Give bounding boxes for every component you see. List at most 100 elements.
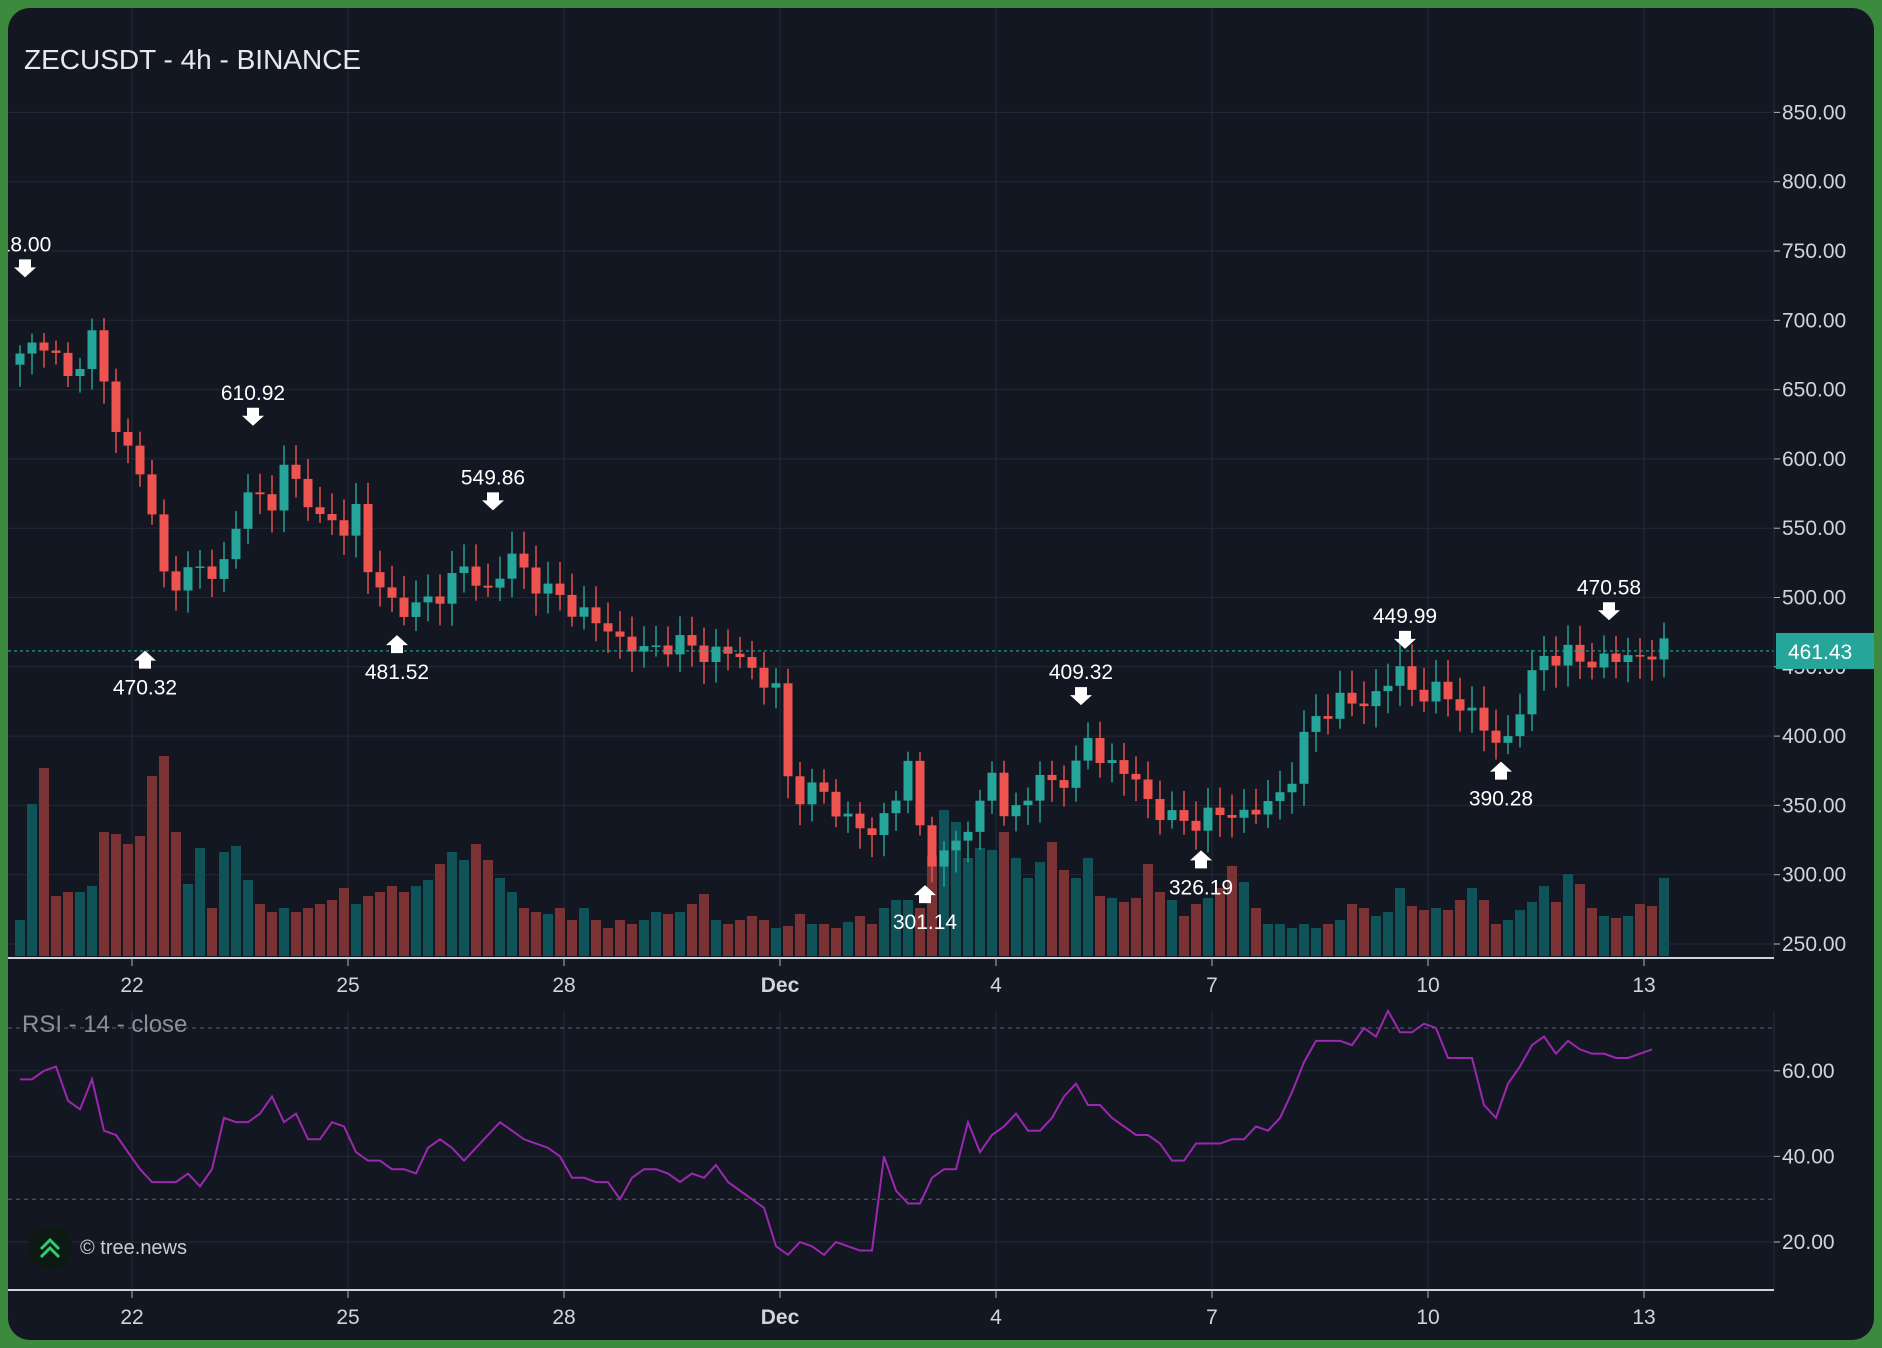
candle-body[interactable] xyxy=(651,645,661,648)
candle-body[interactable] xyxy=(1323,716,1333,719)
candle-body[interactable] xyxy=(1623,655,1633,662)
candle-body[interactable] xyxy=(315,507,325,515)
candle-body[interactable] xyxy=(1011,805,1021,817)
candle-body[interactable] xyxy=(1647,656,1657,660)
candle-body[interactable] xyxy=(1059,780,1069,788)
candle-body[interactable] xyxy=(1503,736,1513,743)
candle-body[interactable] xyxy=(15,353,25,365)
candle-body[interactable] xyxy=(783,683,793,777)
candle-body[interactable] xyxy=(963,831,973,841)
candle-body[interactable] xyxy=(759,667,769,688)
candle-body[interactable] xyxy=(615,631,625,637)
candle-body[interactable] xyxy=(1047,774,1057,781)
candle-body[interactable] xyxy=(1491,730,1501,743)
candle-body[interactable] xyxy=(507,553,517,579)
candle-body[interactable] xyxy=(327,514,337,521)
candle-body[interactable] xyxy=(795,776,805,805)
candle-body[interactable] xyxy=(147,474,157,515)
candle-body[interactable] xyxy=(1347,692,1357,704)
candle-body[interactable] xyxy=(267,494,277,511)
candle-body[interactable] xyxy=(1395,666,1405,686)
candle-body[interactable] xyxy=(663,645,673,655)
candle-body[interactable] xyxy=(1419,689,1429,702)
candle-body[interactable] xyxy=(1611,653,1621,662)
candle-body[interactable] xyxy=(771,683,781,688)
candle-body[interactable] xyxy=(1659,638,1669,660)
candle-body[interactable] xyxy=(375,572,385,588)
candle-body[interactable] xyxy=(183,567,193,591)
candle-body[interactable] xyxy=(939,850,949,867)
candle-body[interactable] xyxy=(831,791,841,817)
candle-body[interactable] xyxy=(531,567,541,594)
candle-body[interactable] xyxy=(1563,644,1573,666)
candle-body[interactable] xyxy=(207,566,217,579)
candle-body[interactable] xyxy=(495,578,505,588)
candle-body[interactable] xyxy=(1479,707,1489,731)
candle-body[interactable] xyxy=(1287,783,1297,793)
candle-body[interactable] xyxy=(363,504,373,573)
candle-body[interactable] xyxy=(543,583,553,594)
candle-body[interactable] xyxy=(171,571,181,591)
candle-body[interactable] xyxy=(1239,809,1249,818)
candle-body[interactable] xyxy=(519,553,529,568)
candle-body[interactable] xyxy=(1275,792,1285,802)
candle-body[interactable] xyxy=(279,464,289,511)
candle-body[interactable] xyxy=(591,607,601,624)
candle-body[interactable] xyxy=(1407,666,1417,690)
candle-body[interactable] xyxy=(87,330,97,370)
candle-body[interactable] xyxy=(483,585,493,588)
candle-body[interactable] xyxy=(987,772,997,801)
candle-body[interactable] xyxy=(1527,670,1537,715)
candle-body[interactable] xyxy=(1071,760,1081,788)
candle-body[interactable] xyxy=(879,813,889,836)
candle-body[interactable] xyxy=(423,596,433,603)
chart-canvas[interactable]: 250.00300.00350.00400.00450.00500.00550.… xyxy=(8,8,1874,1340)
candle-body[interactable] xyxy=(1299,731,1309,784)
candle-body[interactable] xyxy=(867,828,877,836)
candle-body[interactable] xyxy=(39,342,49,351)
candle-body[interactable] xyxy=(339,520,349,536)
candle-body[interactable] xyxy=(579,607,589,617)
candle-body[interactable] xyxy=(603,623,613,632)
candle-body[interactable] xyxy=(1575,644,1585,662)
candle-body[interactable] xyxy=(1455,699,1465,711)
candle-body[interactable] xyxy=(627,636,637,652)
candle-body[interactable] xyxy=(1431,681,1441,702)
candle-body[interactable] xyxy=(975,800,985,832)
candle-body[interactable] xyxy=(1359,703,1369,707)
candle-body[interactable] xyxy=(687,635,697,646)
candle-body[interactable] xyxy=(447,573,457,604)
candle-body[interactable] xyxy=(1263,801,1273,815)
candle-body[interactable] xyxy=(123,431,133,446)
candle-body[interactable] xyxy=(1587,661,1597,668)
candle-body[interactable] xyxy=(231,528,241,560)
candle-body[interactable] xyxy=(1119,760,1129,774)
candle-body[interactable] xyxy=(303,478,313,508)
candle-body[interactable] xyxy=(1335,692,1345,719)
candle-body[interactable] xyxy=(411,602,421,617)
candle-body[interactable] xyxy=(111,381,121,432)
candle-body[interactable] xyxy=(63,352,73,376)
candle-body[interactable] xyxy=(51,350,61,353)
candle-body[interactable] xyxy=(1035,774,1045,801)
rsi-line[interactable] xyxy=(20,1008,1653,1257)
candle-body[interactable] xyxy=(1107,760,1117,763)
candle-body[interactable] xyxy=(1467,707,1477,711)
candle-body[interactable] xyxy=(735,653,745,658)
candle-body[interactable] xyxy=(1311,716,1321,732)
candle-body[interactable] xyxy=(723,646,733,654)
candle-body[interactable] xyxy=(747,657,757,668)
candle-body[interactable] xyxy=(927,825,937,867)
candle-body[interactable] xyxy=(351,504,361,536)
candle-body[interactable] xyxy=(1635,655,1645,657)
candle-body[interactable] xyxy=(27,342,37,354)
candle-body[interactable] xyxy=(435,596,445,604)
candle-body[interactable] xyxy=(711,646,721,662)
candle-body[interactable] xyxy=(1083,737,1093,761)
candle-body[interactable] xyxy=(1539,655,1549,671)
candle-body[interactable] xyxy=(1203,807,1213,831)
candle-body[interactable] xyxy=(639,646,649,652)
candle-body[interactable] xyxy=(999,772,1009,817)
candle-body[interactable] xyxy=(219,559,229,579)
candle-body[interactable] xyxy=(819,782,829,792)
